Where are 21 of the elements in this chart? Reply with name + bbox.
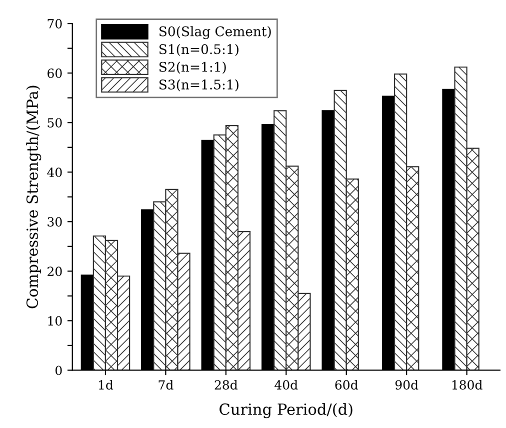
legend-label: S0(Slag Cement) <box>160 26 271 40</box>
y-tick-label: 40 <box>47 168 62 178</box>
legend-label: S2(n=1:1) <box>160 62 226 74</box>
legend-label: S1(n=0.5:1) <box>160 44 238 56</box>
y-tick-label: 50 <box>48 118 62 128</box>
y-tick-label: 20 <box>48 266 62 276</box>
x-tick-label: 60d <box>335 380 358 390</box>
y-tick-label: 10 <box>48 316 62 326</box>
x-tick-label: 28d <box>214 380 238 390</box>
x-tick-label: 90d <box>395 380 418 390</box>
x-tick-label: 1d <box>99 380 114 390</box>
y-tick-label: 60 <box>48 68 62 78</box>
y-tick-label: 0 <box>56 366 62 376</box>
x-tick-label: 180d <box>452 380 482 390</box>
x-axis-title: Curing Period/(d) <box>220 403 352 418</box>
x-tick-label: 7d <box>158 380 174 390</box>
y-tick-label: 30 <box>48 217 62 227</box>
legend-label: S3(n=1.5:1) <box>160 79 238 92</box>
x-tick-label: 40d <box>274 380 298 390</box>
y-axis-title: Compressive Strength/(MPa) <box>26 86 42 308</box>
y-tick-label: 70 <box>48 19 62 28</box>
